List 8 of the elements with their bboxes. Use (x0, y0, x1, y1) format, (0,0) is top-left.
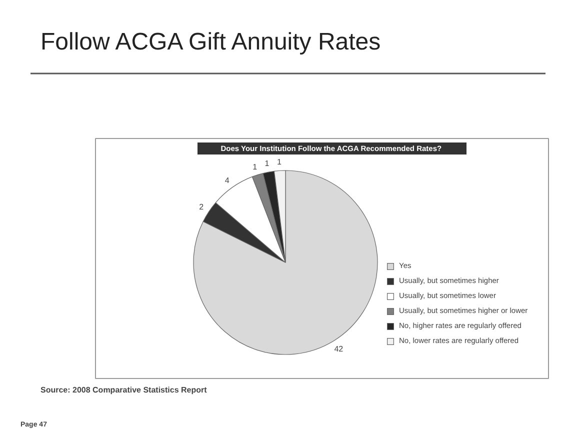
data-label: 2 (199, 202, 204, 212)
data-label: 1 (264, 159, 270, 168)
data-label: 42 (334, 344, 344, 354)
data-label: 4 (224, 176, 230, 186)
source-note: Source: 2008 Comparative Statistics Report (40, 386, 208, 394)
chart-title: Follow ACGA Gift Annuity Rates (40, 28, 381, 56)
data-label: 1 (252, 162, 258, 172)
data-label: 1 (277, 158, 282, 167)
